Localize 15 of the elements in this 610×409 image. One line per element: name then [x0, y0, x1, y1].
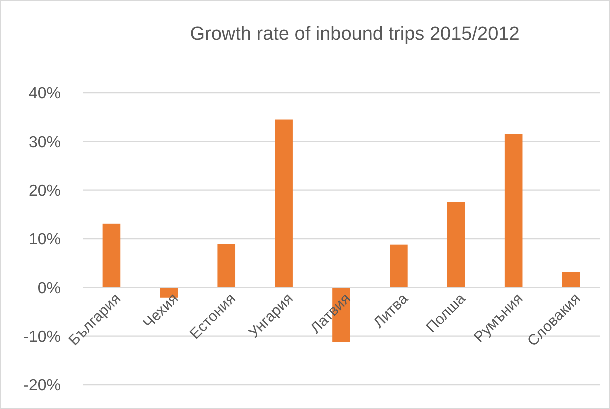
y-tick-label: 40% [28, 86, 61, 103]
bar [447, 202, 466, 288]
y-tick-label: 30% [28, 134, 61, 152]
bar [275, 120, 293, 288]
bar [562, 272, 580, 288]
bar [102, 224, 121, 288]
y-tick-label: 0% [38, 280, 61, 298]
bar [218, 244, 236, 288]
bar [504, 134, 523, 288]
y-tick-label: -10% [24, 328, 61, 346]
chart-title: Growth rate of inbound trips 2015/2012 [190, 24, 520, 45]
y-tick-label: -20% [24, 378, 61, 395]
bar [390, 244, 408, 288]
y-tick-label: 10% [28, 232, 61, 249]
y-tick-label: 20% [28, 182, 61, 200]
